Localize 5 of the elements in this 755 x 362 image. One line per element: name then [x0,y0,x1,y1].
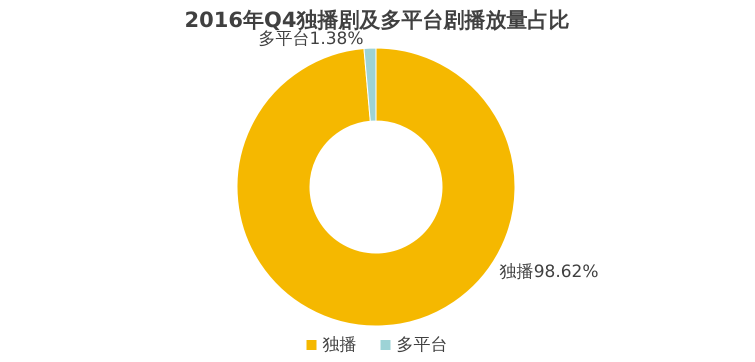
legend-label: 独播 [322,335,356,355]
data-label: 独播98.62% [500,262,599,282]
chart-title: 2016年Q4独播剧及多平台剧播放量占比 [184,8,570,32]
data-label: 多平台1.38% [258,29,364,50]
legend-label: 多平台 [396,335,448,355]
